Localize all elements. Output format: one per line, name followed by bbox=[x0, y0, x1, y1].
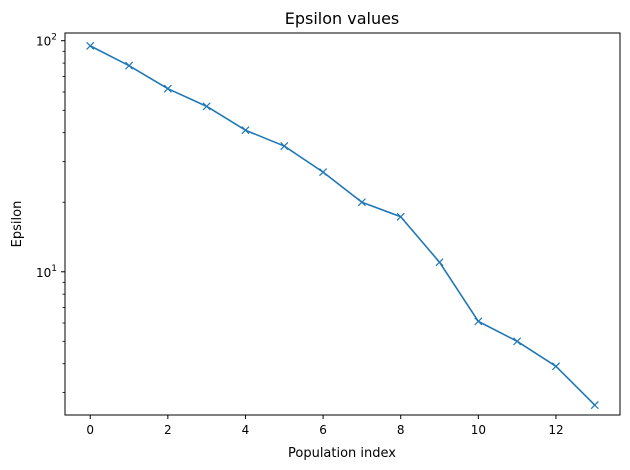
y-axis: 101 102 bbox=[36, 33, 65, 394]
x-tick-label: 6 bbox=[319, 423, 327, 437]
x-tick-label: 12 bbox=[548, 423, 563, 437]
data-point-marker bbox=[474, 317, 483, 326]
data-point-marker bbox=[551, 362, 560, 371]
plot-frame bbox=[64, 32, 621, 416]
chart-title: Epsilon values bbox=[285, 9, 400, 28]
data-point-marker bbox=[125, 61, 134, 70]
x-axis-label: Population index bbox=[288, 446, 396, 461]
data-point-marker bbox=[163, 84, 172, 93]
data-point-marker bbox=[241, 126, 250, 135]
data-point-marker bbox=[590, 401, 599, 410]
x-tick-label: 10 bbox=[471, 423, 486, 437]
x-tick-label: 0 bbox=[86, 423, 94, 437]
data-point-marker bbox=[435, 258, 444, 267]
data-point-marker bbox=[86, 41, 95, 50]
data-point-marker bbox=[396, 212, 405, 221]
data-point-marker bbox=[513, 337, 522, 346]
data-point-marker bbox=[357, 198, 366, 207]
x-tick-label: 8 bbox=[397, 423, 405, 437]
y-tick-label: 102 bbox=[36, 33, 57, 49]
y-tick-label: 101 bbox=[36, 264, 57, 280]
data-point-marker bbox=[202, 102, 211, 111]
x-tick-label: 2 bbox=[164, 423, 172, 437]
x-tick-label: 4 bbox=[242, 423, 250, 437]
data-point-marker bbox=[319, 168, 328, 177]
y-axis-label: Epsilon bbox=[10, 201, 25, 248]
x-axis: 0 2 4 6 8 10 12 bbox=[86, 415, 564, 437]
series-line bbox=[89, 45, 596, 406]
plot-area bbox=[86, 41, 599, 410]
data-point-marker bbox=[280, 142, 289, 151]
